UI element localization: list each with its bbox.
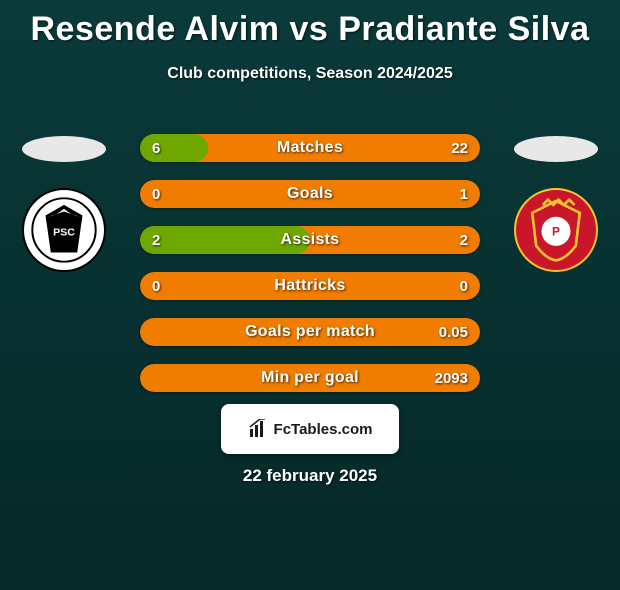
flag-right bbox=[514, 136, 598, 162]
crest-right-icon: P bbox=[523, 197, 589, 263]
stat-row: Assists2 2 bbox=[140, 226, 480, 254]
stat-value-right: 22 bbox=[451, 134, 468, 162]
crest-left-icon: PSC bbox=[31, 197, 97, 263]
stat-label: Hattricks bbox=[140, 272, 480, 300]
crest-left: PSC bbox=[22, 188, 106, 272]
stat-label: Goals bbox=[140, 180, 480, 208]
svg-text:PSC: PSC bbox=[53, 226, 75, 238]
page-subtitle: Club competitions, Season 2024/2025 bbox=[0, 65, 620, 83]
footer-date: 22 february 2025 bbox=[0, 466, 620, 486]
stat-value-left: 0 bbox=[152, 272, 160, 300]
brand-chart-icon bbox=[248, 419, 268, 439]
footer-brand-text: FcTables.com bbox=[274, 421, 373, 438]
stat-label: Matches bbox=[140, 134, 480, 162]
stat-row: Goals per match0.05 bbox=[140, 318, 480, 346]
stat-label: Goals per match bbox=[140, 318, 480, 346]
footer-brand-badge: FcTables.com bbox=[221, 404, 399, 454]
page-title: Resende Alvim vs Pradiante Silva bbox=[0, 10, 620, 49]
stat-value-left: 6 bbox=[152, 134, 160, 162]
flag-left bbox=[22, 136, 106, 162]
stat-row: Matches6 22 bbox=[140, 134, 480, 162]
stat-value-right: 2093 bbox=[435, 364, 468, 392]
stat-label: Min per goal bbox=[140, 364, 480, 392]
stat-value-left: 0 bbox=[152, 180, 160, 208]
comparison-bars: Matches622Goals01Assists22Hattricks00Goa… bbox=[140, 134, 480, 410]
stat-value-right: 0 bbox=[460, 272, 468, 300]
stat-row: Min per goal2093 bbox=[140, 364, 480, 392]
crest-right: P bbox=[514, 188, 598, 272]
svg-text:P: P bbox=[552, 224, 560, 238]
stat-value-left: 2 bbox=[152, 226, 160, 254]
stat-value-right: 0.05 bbox=[439, 318, 468, 346]
stat-value-right: 2 bbox=[460, 226, 468, 254]
stat-row: Hattricks0 0 bbox=[140, 272, 480, 300]
stat-row: Goals0 1 bbox=[140, 180, 480, 208]
stat-label: Assists bbox=[140, 226, 480, 254]
stat-value-right: 1 bbox=[460, 180, 468, 208]
